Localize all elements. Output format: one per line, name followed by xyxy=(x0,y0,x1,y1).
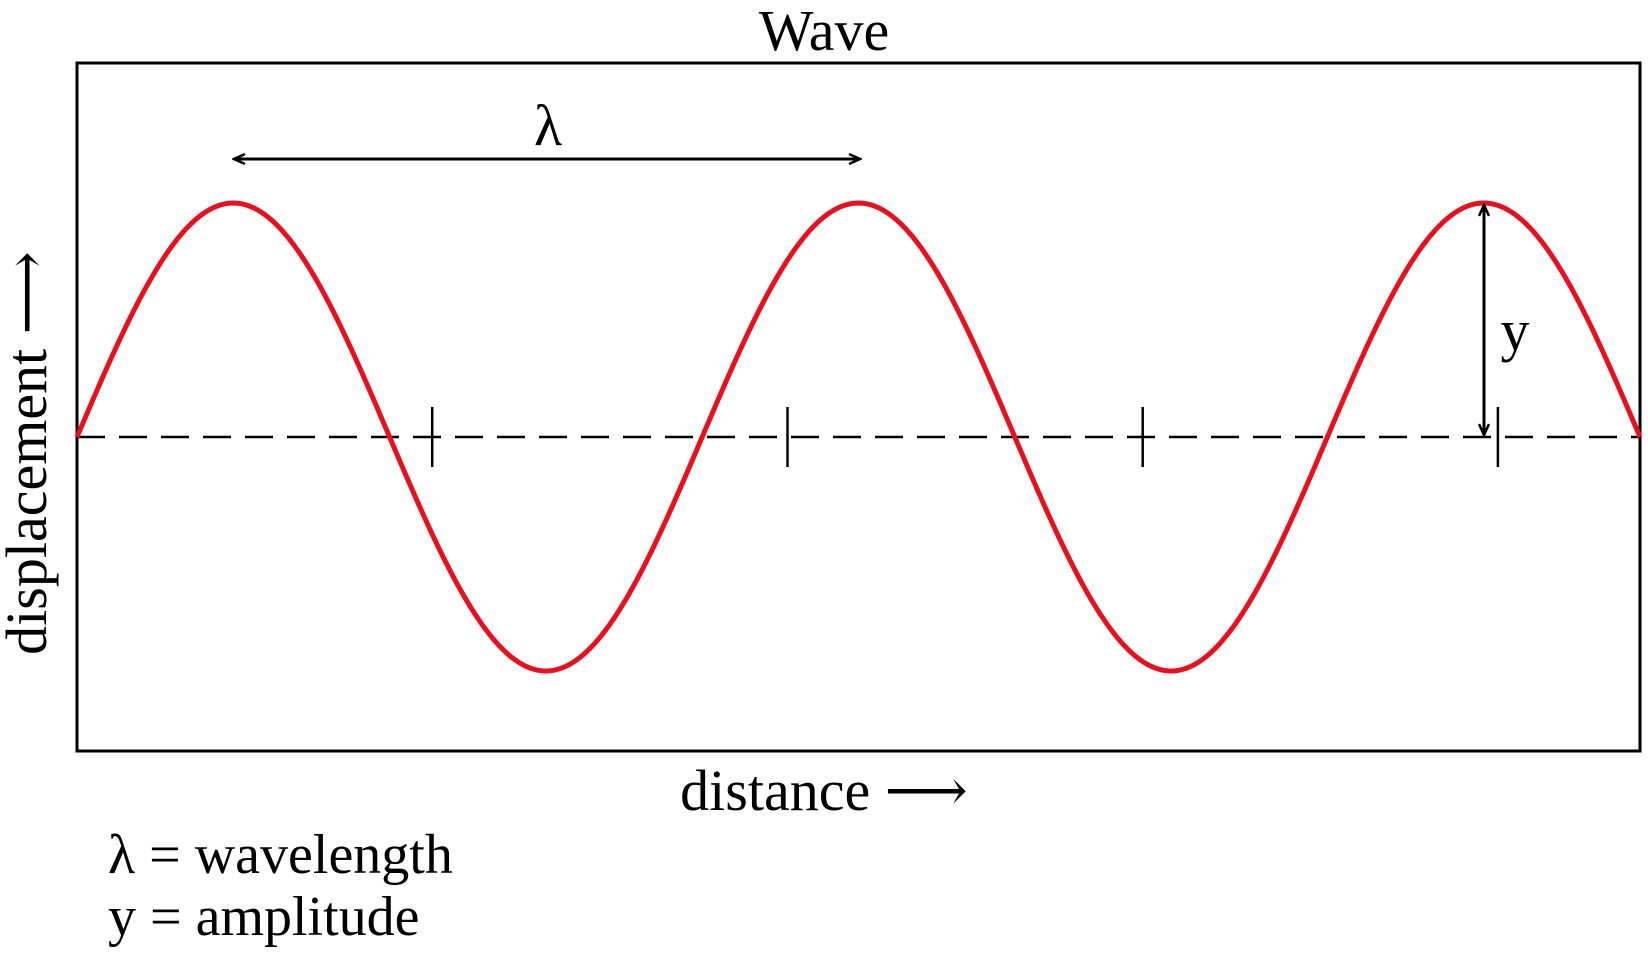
x-axis-label: distance ⟶ xyxy=(680,758,968,823)
axis-ticks xyxy=(430,407,1500,467)
wavelength-label: λ xyxy=(533,93,563,158)
diagram-title: Wave xyxy=(758,0,890,63)
legend-amplitude: y = amplitude xyxy=(108,886,420,948)
y-axis-label: displacement ⟶ xyxy=(0,251,59,655)
amplitude-label: y xyxy=(1500,298,1530,363)
legend: λ = wavelength y = amplitude xyxy=(108,824,453,948)
legend-wavelength: λ = wavelength xyxy=(108,824,453,886)
wave-curve xyxy=(74,200,1643,674)
plot-frame xyxy=(75,61,1642,753)
